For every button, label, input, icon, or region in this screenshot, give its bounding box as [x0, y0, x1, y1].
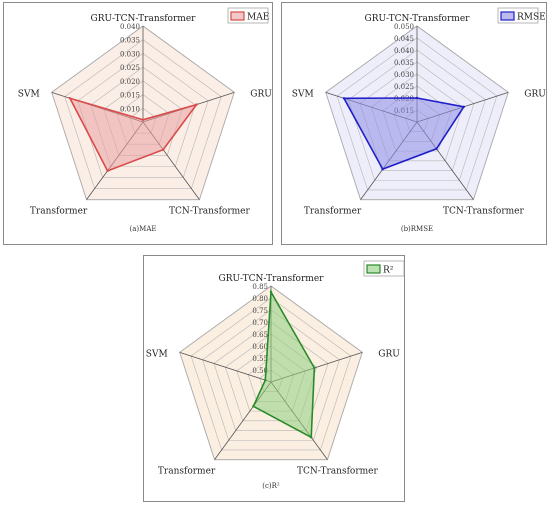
tick-label: 0.50 — [252, 367, 268, 375]
axis-label-transformer: Transformer — [30, 207, 88, 217]
data-point-tcn-transformer — [435, 147, 438, 150]
data-point-gru-tcn-transformer — [415, 96, 419, 100]
tick-label: 0.030 — [394, 71, 414, 79]
r2-radar-chart: 0.50 0.55 0.60 0.65 0.70 0.75 0.80 0.85GRU-TCN-… — [146, 260, 405, 490]
data-point-gru-tcn-transformer — [141, 118, 145, 122]
mae-radar-chart: 0.010 0.015 0.020 0.025 0.030 0.035 0.040GRU-T… — [18, 7, 272, 233]
legend-swatch — [366, 264, 381, 274]
tick-label: 0.040 — [120, 23, 140, 31]
tick-label: 0.025 — [394, 83, 414, 91]
tick-label: 0.85 — [252, 283, 268, 291]
tick-label: 0.010 — [120, 105, 140, 113]
grid-ring — [77, 53, 209, 178]
axis-label-tcn-transformer: TCN-Transformer — [169, 207, 250, 217]
data-point-transformer — [106, 169, 109, 173]
tick-label: 0.035 — [120, 37, 140, 45]
axis-label-gru-tcn-transformer: GRU-TCN-Transformer — [91, 14, 197, 24]
tick-label: 0.045 — [394, 35, 414, 43]
mae-caption: (a)MAE — [130, 225, 157, 233]
grid-ring — [213, 321, 329, 431]
data-point-tcn-transformer — [310, 436, 313, 439]
grid-ring — [190, 297, 352, 451]
axis-label-gru-tcn-transformer: GRU-TCN-Transformer — [365, 14, 471, 24]
axis-label-gru: GRU — [524, 89, 546, 99]
rmse-radar-chart: 0.0150.0200.0250.0300.0350.0400.0450.050… — [292, 7, 546, 233]
grid-ring — [348, 49, 486, 181]
axis-spoke — [179, 351, 272, 383]
data-point-svm — [68, 97, 72, 100]
tick-label: 0.030 — [120, 50, 140, 58]
tick-label: 0.75 — [252, 307, 268, 315]
axis-label-gru-tcn-transformer: GRU-TCN-Transformer — [219, 274, 325, 284]
rmse-legend: RMSE — [497, 7, 546, 24]
axis-label-svm: SVM — [146, 349, 168, 359]
tick-label: 0.025 — [120, 64, 140, 72]
axis-label-tcn-transformer: TCN-Transformer — [297, 467, 378, 477]
rmse-caption: (b)RMSE — [401, 225, 433, 233]
grid-ring — [179, 285, 363, 460]
axis-label-transformer: Transformer — [304, 207, 362, 217]
r2-legend: R² — [363, 260, 405, 277]
tick-label: 0.040 — [394, 47, 414, 55]
grid-ring — [90, 66, 196, 167]
rmse-radar-panel: 0.0150.0200.0250.0300.0350.0400.0450.050… — [281, 2, 547, 245]
tick-label: 0.70 — [252, 319, 268, 327]
axis-label-tcn-transformer: TCN-Transformer — [443, 207, 524, 217]
grid-ring — [64, 39, 222, 189]
grid-ring — [202, 309, 340, 441]
mae-series-area — [68, 96, 199, 172]
tick-label: 0.55 — [252, 355, 268, 363]
data-point-tcn-transformer — [161, 148, 165, 151]
r2-caption: (c)R² — [262, 482, 280, 490]
rmse-series-area — [342, 97, 466, 171]
grid-ring — [325, 25, 509, 200]
legend-swatch — [500, 11, 515, 21]
r2-series-area — [252, 289, 316, 439]
tick-label: 0.60 — [252, 343, 268, 351]
data-point-transformer — [381, 167, 384, 171]
data-point-transformer — [252, 405, 255, 408]
legend-swatch — [230, 11, 245, 21]
tick-label: 0.050 — [394, 23, 414, 31]
grid-ring — [359, 61, 475, 171]
tick-label: 0.80 — [252, 295, 268, 303]
data-point-gru — [195, 103, 198, 106]
grid-ring — [336, 37, 498, 191]
axis-label-svm: SVM — [18, 89, 40, 99]
axis-label-svm: SVM — [292, 89, 314, 99]
tick-label: 0.020 — [120, 78, 140, 86]
grid-ring — [51, 25, 235, 200]
data-point-gru — [313, 366, 316, 370]
tick-label: 0.015 — [120, 92, 140, 100]
data-point-gru-tcn-transformer — [269, 290, 273, 294]
mae-legend: MAE — [227, 7, 269, 24]
data-point-gru — [462, 105, 465, 108]
legend-label: MAE — [247, 13, 269, 23]
tick-label: 0.65 — [252, 331, 268, 339]
tick-label: 0.035 — [394, 59, 414, 67]
axis-label-gru: GRU — [250, 89, 272, 99]
axis-label-transformer: Transformer — [158, 467, 216, 477]
data-point-svm — [342, 97, 346, 100]
mae-radar-panel: 0.010 0.015 0.020 0.025 0.030 0.035 0.040 GRU-T… — [3, 2, 273, 245]
legend-label: RMSE — [517, 13, 546, 23]
axis-label-gru: GRU — [378, 349, 400, 359]
data-point-svm — [264, 378, 267, 382]
legend-label: R² — [383, 266, 394, 276]
r2-radar-panel: 0.50 0.55 0.60 0.65 0.70 0.75 0.80 0.85 GRU-TCN-… — [143, 255, 405, 502]
